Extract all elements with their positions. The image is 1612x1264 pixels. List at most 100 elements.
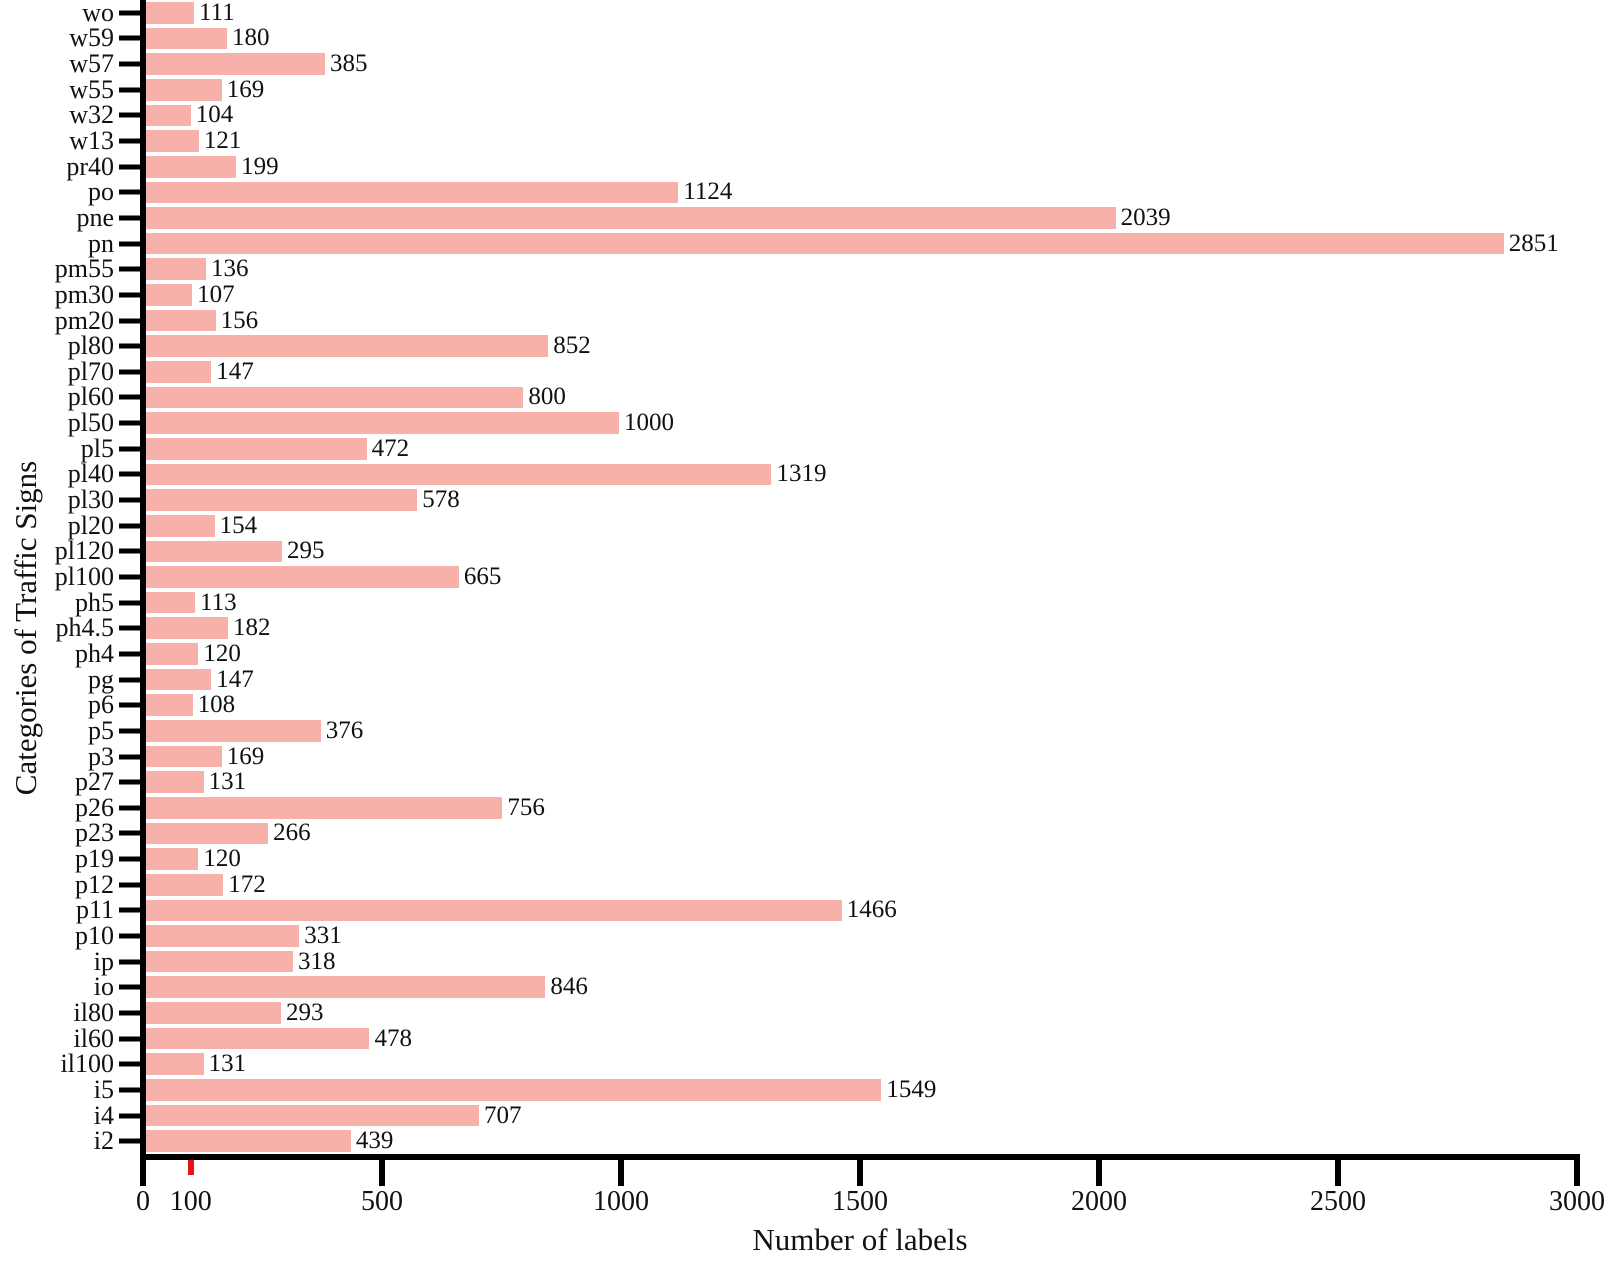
x-axis-line: [140, 1154, 1580, 1160]
value-label: 113: [197, 589, 240, 616]
value-label: 439: [352, 1128, 397, 1155]
category-label: p10: [75, 921, 114, 950]
bar-row: pl20 154: [68, 511, 1577, 540]
category-tick: [119, 369, 143, 375]
bar-row: pl60 800: [68, 382, 1577, 411]
bar: [143, 512, 217, 539]
bar: [143, 871, 226, 898]
value-label: 318: [295, 948, 339, 975]
value-label: 1549: [883, 1076, 940, 1103]
y-axis-title: Categories of Traffic Signs: [8, 460, 43, 796]
category-tick: [119, 625, 143, 631]
bar: [143, 51, 328, 77]
bar: [143, 384, 526, 411]
category-label: ip: [93, 946, 114, 976]
bar-row: w55 169: [69, 75, 1577, 104]
bar-row: pm55 136: [55, 254, 1577, 283]
value-label: 147: [213, 666, 257, 693]
bar-row: il80 293: [74, 998, 1577, 1027]
bar-row: ph4.5 182: [56, 613, 1577, 642]
bar-row: ip 318: [94, 947, 1577, 976]
bar-row: i2 439: [94, 1126, 1577, 1155]
category-label: pl120: [54, 536, 114, 566]
category-label: po: [88, 177, 114, 207]
value-label: 1466: [843, 897, 900, 924]
category-tick: [119, 882, 143, 888]
x-tick-mark: [1335, 1160, 1341, 1186]
category-tick: [119, 343, 143, 349]
bar-row: pl30 578: [68, 485, 1577, 514]
bar: [143, 256, 208, 283]
x-tick-label: 2000: [1071, 1186, 1127, 1217]
bar: [143, 102, 193, 129]
category-tick: [119, 318, 143, 324]
category-tick: [119, 574, 143, 580]
bar-row: w13 121: [69, 126, 1577, 155]
category-tick: [119, 497, 143, 503]
value-label: 1319: [773, 461, 830, 488]
category-tick: [119, 1036, 143, 1042]
category-label: w57: [69, 49, 114, 79]
bar-row: wo 111: [82, 0, 1577, 27]
category-tick: [119, 112, 143, 118]
category-label: pl70: [67, 356, 114, 386]
category-tick: [119, 677, 143, 683]
bar: [143, 641, 201, 667]
category-label: io: [93, 972, 114, 1002]
bar-row: pl50 1000: [68, 408, 1577, 437]
bar-row: pl100 665: [55, 562, 1577, 591]
value-label: 156: [217, 307, 262, 334]
category-label: pm30: [54, 279, 114, 309]
category-tick: [119, 1138, 143, 1144]
value-label: 108: [194, 692, 239, 719]
bar-row: w32 104: [69, 100, 1577, 129]
category-tick: [119, 856, 143, 862]
category-tick: [119, 548, 143, 554]
category-tick: [119, 420, 143, 426]
category-label: pl30: [67, 485, 114, 515]
bar-row: p5 376: [88, 716, 1577, 745]
category-label: i2: [93, 1126, 114, 1156]
category-label: pl60: [67, 382, 114, 412]
value-label: 104: [192, 102, 237, 129]
bar: [143, 538, 284, 565]
value-label: 472: [368, 435, 413, 462]
category-label: pl5: [80, 433, 114, 463]
value-label: 578: [419, 487, 463, 514]
bar: [143, 1051, 206, 1078]
value-label: 120: [200, 640, 244, 667]
bar-row: ph4 120: [75, 639, 1577, 668]
bar-row: p27 131: [75, 767, 1577, 796]
category-tick: [119, 164, 143, 170]
bar-row: pl80 852: [68, 331, 1577, 360]
bar-row: pne 2039: [76, 203, 1577, 232]
category-label: pg: [88, 664, 114, 694]
category-label: p6: [88, 690, 114, 720]
bar: [143, 307, 218, 334]
bar: [143, 179, 681, 206]
bar: [143, 1025, 372, 1052]
value-label: 131: [205, 769, 250, 796]
value-label: 131: [205, 1051, 250, 1078]
category-label: pn: [88, 228, 114, 258]
category-tick: [119, 984, 143, 990]
bar: [143, 1128, 353, 1154]
category-label: il80: [73, 997, 114, 1027]
value-label: 2039: [1117, 204, 1174, 231]
bar: [143, 410, 621, 436]
x-tick-mark: [1096, 1160, 1102, 1186]
category-label: p11: [75, 895, 114, 925]
category-label: pl40: [67, 459, 114, 489]
value-label: 478: [371, 1025, 415, 1052]
bar: [143, 820, 271, 847]
bar-row: p11 1466: [76, 895, 1577, 924]
bar-row: pn 2851: [88, 229, 1577, 258]
category-tick: [119, 1113, 143, 1119]
bar-row: p23 266: [75, 818, 1577, 847]
bar-row: pl5 472: [81, 434, 1577, 463]
category-tick: [119, 189, 143, 195]
bar: [143, 1102, 481, 1129]
bar: [143, 974, 548, 1001]
bar: [143, 718, 323, 744]
